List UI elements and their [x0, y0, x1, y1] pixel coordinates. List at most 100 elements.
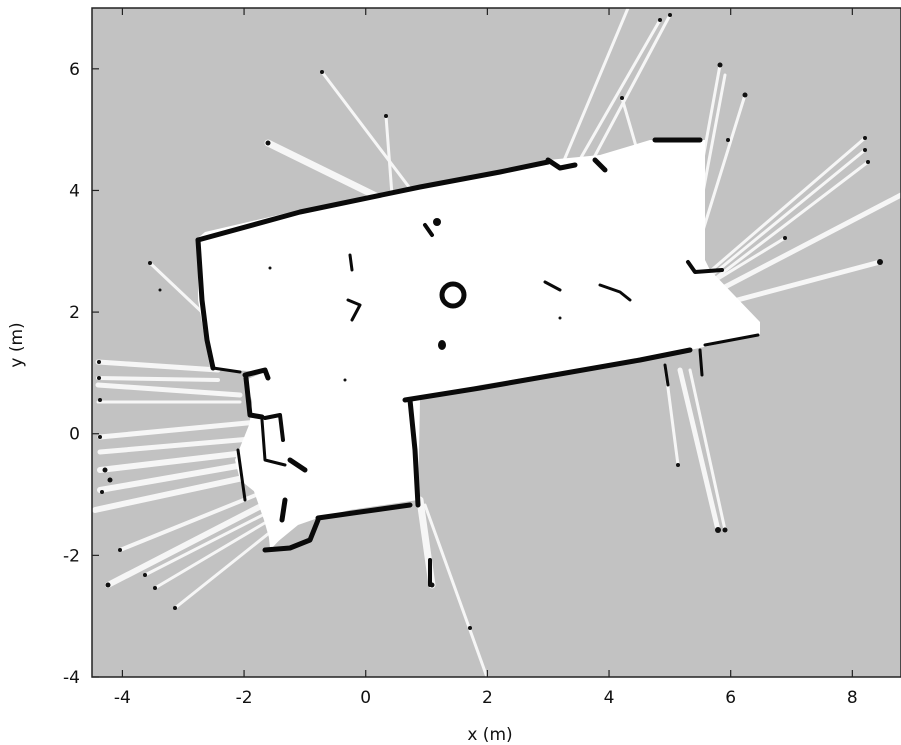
wall-segment — [348, 253, 354, 272]
x-tick-label: 0 — [360, 688, 371, 708]
laser-ray — [688, 368, 727, 532]
wall-segment — [287, 457, 308, 473]
hit-point — [102, 467, 108, 473]
hit-point — [153, 586, 157, 590]
laser-ray — [698, 160, 870, 292]
x-tick-label: -2 — [236, 688, 253, 708]
free-space-area — [540, 150, 700, 320]
wall-segment — [703, 333, 760, 347]
wall-segment — [211, 366, 242, 374]
wall-segment — [698, 348, 704, 377]
hit-point — [658, 18, 662, 22]
laser-ray — [698, 136, 867, 282]
plot-frame — [91, 7, 901, 678]
laser-ray — [95, 382, 243, 398]
y-axis-label: y (m) — [7, 322, 27, 367]
laser-ray-group — [92, 8, 901, 677]
hit-point — [384, 114, 388, 118]
x-tick-label: 4 — [604, 688, 615, 708]
laser-ray — [588, 13, 672, 167]
hit-point — [97, 376, 101, 380]
laser-ray — [558, 8, 630, 172]
pillar-obstacle — [439, 281, 467, 309]
hit-point — [717, 62, 723, 68]
y-tick-label: -2 — [63, 546, 80, 566]
laser-ray — [573, 18, 662, 170]
laser-ray — [698, 148, 867, 287]
hit-point — [97, 360, 101, 364]
x-axis-label: x (m) — [467, 725, 512, 745]
hit-point — [676, 463, 680, 467]
laser-ray — [697, 192, 901, 303]
wall-segment — [592, 157, 608, 173]
laser-ray — [384, 114, 394, 197]
laser-ray — [698, 93, 747, 242]
x-tick-label: 2 — [482, 688, 493, 708]
hit-point — [726, 138, 730, 142]
hit-point — [863, 136, 867, 140]
hit-point — [742, 92, 748, 98]
wall-segment — [543, 280, 562, 292]
hit-point — [866, 160, 870, 164]
hit-point — [715, 527, 721, 533]
y-tick-label: 4 — [69, 181, 80, 201]
y-tick-label: 6 — [69, 60, 80, 80]
wall-segment — [195, 159, 551, 243]
hit-point — [107, 477, 113, 483]
x-axis-ticks: -4 -2 0 2 4 6 8 — [114, 8, 858, 708]
laser-ray — [264, 139, 384, 202]
hit-point — [118, 548, 122, 552]
wall-segment — [423, 223, 434, 237]
wall-segment — [598, 283, 632, 302]
hit-point — [877, 259, 883, 265]
hit-point — [98, 398, 102, 402]
x-tick-label: 6 — [725, 688, 736, 708]
hit-point — [863, 148, 867, 152]
wall-segment — [402, 347, 693, 403]
wall-segment — [279, 497, 288, 523]
y-axis-ticks: -4 -2 0 2 4 6 — [63, 60, 99, 688]
x-tick-label: -4 — [114, 688, 131, 708]
laser-ray — [423, 503, 489, 677]
y-tick-label: -4 — [63, 668, 80, 688]
wall-segment — [236, 448, 247, 502]
obstacle — [438, 340, 446, 350]
laser-hit-points — [97, 13, 883, 630]
hit-point — [429, 582, 435, 588]
wall-segment — [545, 157, 578, 171]
hit-point — [320, 70, 324, 74]
hit-point — [268, 266, 272, 270]
y-tick-label: 0 — [69, 425, 80, 445]
hit-point — [173, 606, 177, 610]
hit-point — [265, 140, 271, 146]
hit-point — [143, 573, 147, 577]
wall-segment — [242, 367, 271, 381]
wall-segment — [346, 298, 362, 322]
wall-segment — [315, 502, 413, 521]
hit-point — [148, 261, 152, 265]
laser-ray — [97, 435, 265, 455]
hit-point — [158, 288, 162, 292]
hit-point — [105, 582, 111, 588]
hit-point — [98, 435, 102, 439]
laser-ray — [97, 419, 261, 440]
hit-point — [620, 96, 624, 100]
laser-ray — [95, 359, 221, 373]
hit-point — [722, 527, 728, 533]
hit-point — [468, 626, 472, 630]
hit-point — [100, 490, 104, 494]
laser-ray — [320, 70, 417, 197]
wall-segment — [663, 363, 670, 387]
wall-segment — [262, 517, 321, 553]
wall-segment — [407, 397, 421, 508]
y-tick-label: 2 — [69, 303, 80, 323]
wall-segment — [243, 375, 265, 420]
wall-segment — [195, 237, 216, 371]
wall-segment — [260, 418, 287, 467]
obstacle — [433, 218, 441, 226]
laser-ray — [677, 367, 721, 533]
hit-point — [783, 236, 787, 240]
occupied-wall-group — [195, 137, 760, 587]
x-tick-label: 8 — [847, 688, 858, 708]
